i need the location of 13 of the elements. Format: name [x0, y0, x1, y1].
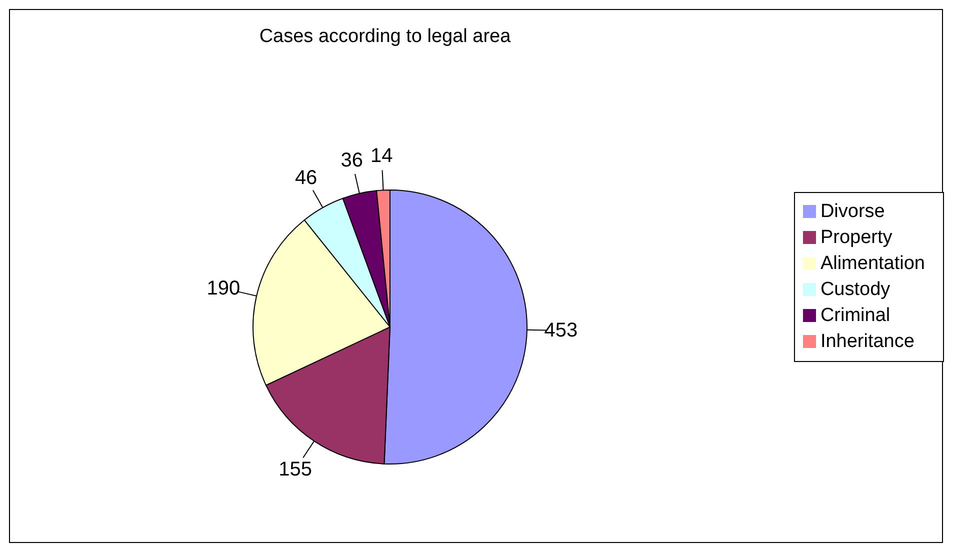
data-label: 190 [206, 277, 240, 300]
legend-label: Alimentation [820, 252, 925, 274]
legend-label: Inheritance [820, 330, 914, 352]
data-label: 14 [370, 145, 393, 168]
data-label: 453 [544, 320, 578, 342]
legend-label: Custody [820, 278, 890, 300]
chart-title: Cases according to legal area [258, 26, 512, 48]
data-label: 36 [340, 149, 363, 172]
data-label: 155 [278, 458, 312, 480]
legend-label: Criminal [820, 304, 890, 326]
data-label: 46 [294, 167, 318, 190]
legend-label: Property [820, 226, 892, 248]
legend-label: Divorse [820, 200, 885, 222]
